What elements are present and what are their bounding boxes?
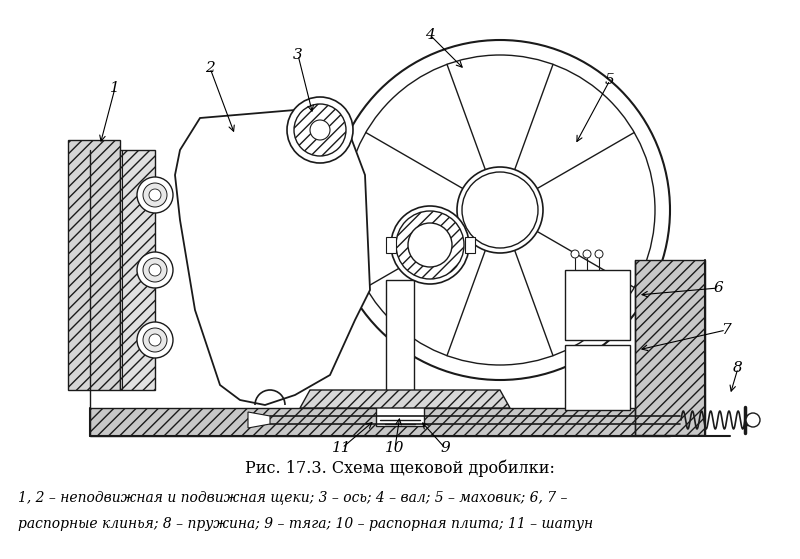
- Text: Рис. 17.3. Схема щековой дробилки:: Рис. 17.3. Схема щековой дробилки:: [245, 459, 555, 477]
- Circle shape: [143, 258, 167, 282]
- Circle shape: [583, 250, 591, 258]
- Circle shape: [137, 322, 173, 358]
- Circle shape: [143, 328, 167, 352]
- Circle shape: [143, 183, 167, 207]
- Bar: [465, 237, 475, 253]
- Circle shape: [595, 250, 603, 258]
- Circle shape: [408, 223, 452, 267]
- Text: 3: 3: [293, 48, 303, 62]
- Circle shape: [330, 40, 670, 380]
- Bar: [635, 260, 705, 435]
- Circle shape: [149, 264, 161, 276]
- Text: 11: 11: [332, 441, 352, 455]
- Circle shape: [137, 177, 173, 213]
- Circle shape: [746, 413, 760, 427]
- Polygon shape: [175, 110, 370, 405]
- Circle shape: [457, 167, 543, 253]
- Circle shape: [391, 206, 469, 284]
- Circle shape: [345, 55, 655, 365]
- Bar: [565, 345, 630, 410]
- Text: 5: 5: [605, 73, 615, 87]
- Text: 1, 2 – неподвижная и подвижная щеки; 3 – ось; 4 – вал; 5 – маховик; 6, 7 –: 1, 2 – неподвижная и подвижная щеки; 3 –…: [18, 490, 567, 504]
- Circle shape: [310, 120, 330, 140]
- Text: 8: 8: [733, 361, 743, 375]
- Circle shape: [287, 97, 353, 163]
- Text: 7: 7: [721, 323, 731, 337]
- Circle shape: [137, 252, 173, 288]
- Bar: [90, 408, 670, 436]
- Circle shape: [462, 172, 538, 248]
- Text: распорные клинья; 8 – пружина; 9 – тяга; 10 – распорная плита; 11 – шатун: распорные клинья; 8 – пружина; 9 – тяга;…: [18, 517, 593, 531]
- Bar: [565, 270, 630, 340]
- Polygon shape: [248, 412, 270, 428]
- Bar: [68, 140, 120, 390]
- Text: 4: 4: [425, 28, 435, 42]
- Bar: [120, 150, 155, 390]
- Circle shape: [396, 211, 464, 279]
- Text: 6: 6: [713, 281, 723, 295]
- Circle shape: [149, 334, 161, 346]
- Bar: [376, 398, 424, 426]
- Bar: [386, 237, 396, 253]
- Text: 2: 2: [205, 61, 215, 75]
- Polygon shape: [300, 390, 510, 408]
- Bar: [386, 280, 414, 400]
- Circle shape: [149, 189, 161, 201]
- Text: 9: 9: [440, 441, 450, 455]
- Text: 10: 10: [386, 441, 405, 455]
- Circle shape: [571, 250, 579, 258]
- Circle shape: [294, 104, 346, 156]
- Text: 1: 1: [110, 81, 120, 95]
